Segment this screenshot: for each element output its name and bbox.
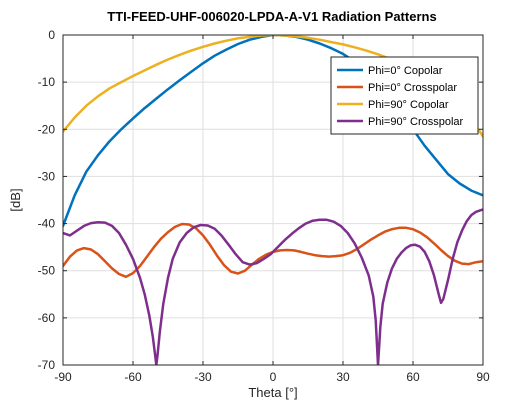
x-tick-label: 30: [336, 370, 350, 384]
x-tick-label: 0: [270, 370, 277, 384]
axis-ticks: -90 -60 -30 0 30 60 90 0 -10 -20 -30 -40 -50 -60 -70: [38, 28, 490, 384]
legend-label: Phi=0° Copolar: [368, 65, 443, 77]
y-tick-label: -40: [38, 217, 56, 231]
y-tick-label: -60: [38, 311, 56, 325]
legend-label: Phi=0° Crosspolar: [368, 82, 457, 94]
legend-label: Phi=90° Crosspolar: [368, 116, 464, 128]
legend: Phi=0° Copolar Phi=0° Crosspolar Phi=90° C…: [330, 56, 479, 135]
y-tick-label: -30: [38, 169, 56, 183]
x-tick-label: 90: [476, 370, 490, 384]
chart-title: TTI-FEED-UHF-006020-LPDA-A-V1 Radiation …: [107, 9, 436, 24]
y-tick-label: -50: [38, 264, 56, 278]
legend-label: Phi=90° Copolar: [368, 99, 449, 111]
y-tick-label: 0: [48, 28, 55, 42]
x-tick-label: -90: [54, 370, 72, 384]
x-tick-label: -60: [124, 370, 142, 384]
y-tick-label: -20: [38, 122, 56, 136]
series-line-3: [63, 208, 483, 365]
x-axis-title: Theta [°]: [248, 385, 297, 400]
y-tick-label: -10: [38, 75, 56, 89]
x-tick-label: 60: [406, 370, 420, 384]
y-axis-title: [dB]: [8, 188, 23, 211]
x-tick-label: -30: [194, 370, 212, 384]
y-tick-label: -70: [38, 358, 56, 372]
